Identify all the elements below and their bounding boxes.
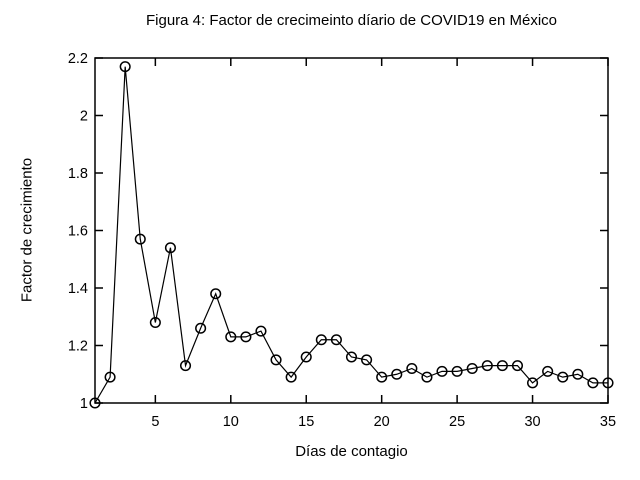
- x-tick-label: 35: [600, 414, 616, 430]
- x-axis-label: Días de contagio: [295, 443, 408, 460]
- data-point-marker: [421, 371, 433, 383]
- data-point-marker: [104, 371, 116, 383]
- y-tick-label: 2.2: [68, 51, 88, 67]
- y-tick-label: 1.2: [68, 339, 88, 355]
- data-point-marker: [527, 377, 539, 389]
- data-point-marker: [195, 322, 207, 334]
- x-tick-label: 5: [151, 414, 159, 430]
- data-point-marker: [285, 371, 297, 383]
- y-tick-label: 1.8: [68, 166, 88, 182]
- data-point-marker: [496, 360, 508, 372]
- data-point-marker: [225, 331, 237, 343]
- data-point-marker: [134, 233, 146, 245]
- data-point-marker: [436, 365, 448, 377]
- plot-frame: [94, 57, 609, 404]
- x-tick-label: 25: [449, 414, 465, 430]
- data-point-marker: [89, 397, 101, 409]
- data-line: [94, 66, 608, 404]
- data-point-marker: [376, 371, 388, 383]
- data-point-marker: [149, 316, 161, 329]
- y-tick-label: 1: [80, 396, 88, 412]
- data-point-marker: [330, 334, 342, 346]
- data-point-marker: [315, 334, 327, 346]
- x-tick-label: 30: [524, 414, 540, 430]
- x-tick-label: 15: [298, 414, 314, 430]
- data-point-marker: [345, 351, 358, 363]
- data-point-marker: [587, 377, 599, 389]
- data-point-marker: [451, 365, 463, 377]
- data-point-marker: [406, 362, 418, 375]
- data-point-marker: [119, 61, 131, 73]
- data-point-marker: [481, 360, 493, 372]
- data-point-marker: [300, 351, 312, 363]
- data-point-marker: [255, 325, 267, 337]
- data-point-marker: [210, 288, 222, 300]
- data-point-marker: [542, 365, 554, 377]
- chart-title: Figura 4: Factor de crecimeinto díario d…: [145, 12, 557, 29]
- y-tick-label: 2: [80, 109, 88, 125]
- data-point-marker: [602, 377, 614, 389]
- data-point-marker: [572, 368, 584, 380]
- data-point-marker: [466, 362, 478, 375]
- data-point-marker: [391, 368, 403, 380]
- y-tick-label: 1.4: [68, 281, 88, 297]
- data-point-marker: [557, 371, 569, 383]
- data-point-marker: [179, 360, 192, 372]
- data-point-marker: [361, 354, 373, 366]
- data-point-marker: [240, 331, 252, 343]
- x-tick-label: 10: [223, 414, 239, 430]
- data-point-marker: [511, 360, 524, 372]
- x-tick-label: 20: [374, 414, 390, 430]
- data-point-marker: [164, 242, 176, 254]
- data-point-marker: [270, 354, 282, 366]
- y-tick-label: 1.6: [68, 224, 88, 240]
